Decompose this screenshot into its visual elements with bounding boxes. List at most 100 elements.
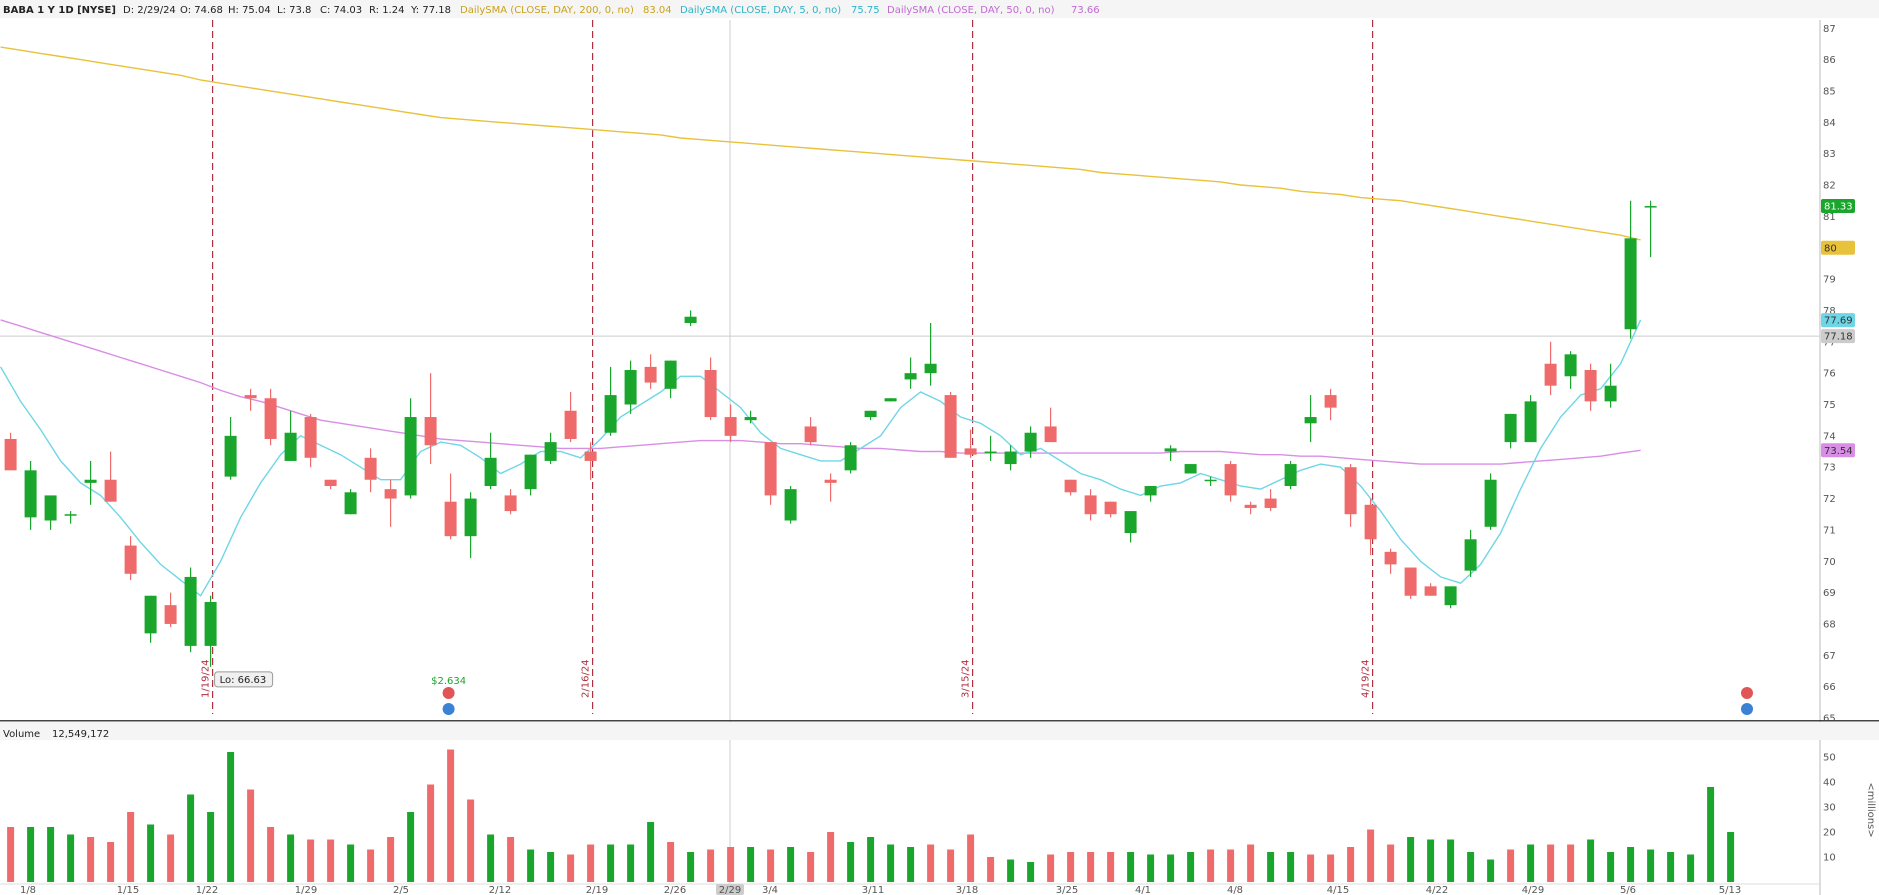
candle[interactable]	[364, 448, 377, 493]
candle[interactable]	[1344, 464, 1357, 527]
candle[interactable]	[224, 417, 237, 480]
candle[interactable]	[1044, 407, 1057, 443]
future-event-marker[interactable]	[1741, 687, 1753, 715]
candle[interactable]	[1544, 341, 1557, 396]
candles[interactable]	[4, 200, 1657, 667]
candle[interactable]	[444, 473, 457, 540]
price-tick-label: 73	[1823, 463, 1836, 474]
candle[interactable]	[104, 451, 117, 502]
candle[interactable]	[84, 460, 97, 505]
candle[interactable]	[1384, 548, 1397, 574]
candle[interactable]	[1584, 363, 1597, 411]
dividend-icon[interactable]	[442, 703, 455, 715]
candle[interactable]	[584, 442, 597, 480]
candle[interactable]	[404, 398, 417, 499]
candle[interactable]	[424, 373, 437, 465]
candle[interactable]	[764, 442, 777, 505]
candle[interactable]	[244, 388, 257, 411]
candle[interactable]	[1604, 363, 1617, 408]
candle[interactable]	[884, 398, 897, 402]
earnings-icon[interactable]	[442, 687, 455, 699]
candle[interactable]	[484, 432, 497, 490]
candle[interactable]	[1304, 395, 1317, 443]
candle[interactable]	[1484, 473, 1497, 530]
candle[interactable]	[864, 410, 877, 421]
candle[interactable]	[304, 413, 317, 468]
volume-bar	[1107, 852, 1115, 882]
candle[interactable]	[524, 454, 537, 496]
candle[interactable]	[44, 495, 57, 530]
volume-bar	[1347, 847, 1355, 882]
candle[interactable]	[684, 310, 697, 327]
candle[interactable]	[464, 492, 477, 559]
candle[interactable]	[1104, 501, 1117, 518]
candle[interactable]	[1164, 445, 1177, 461]
candle[interactable]	[924, 322, 937, 386]
candle[interactable]	[804, 417, 817, 446]
candle[interactable]	[1264, 489, 1277, 512]
candle[interactable]	[124, 536, 137, 581]
dividend-icon[interactable]	[1741, 703, 1753, 715]
candle[interactable]	[1324, 388, 1337, 421]
candle[interactable]	[1064, 479, 1077, 496]
date-tick-label: 2/12	[489, 885, 511, 895]
candle[interactable]	[904, 357, 917, 389]
candle[interactable]	[644, 354, 657, 389]
candle[interactable]	[324, 479, 337, 490]
candle[interactable]	[1204, 476, 1217, 487]
candle[interactable]	[944, 391, 957, 458]
candle[interactable]	[724, 404, 737, 443]
candle[interactable]	[1624, 200, 1637, 339]
candle[interactable]	[344, 489, 357, 515]
candle[interactable]	[1004, 445, 1017, 471]
candle[interactable]	[164, 592, 177, 628]
candle[interactable]	[1244, 501, 1257, 515]
candle[interactable]	[504, 489, 517, 515]
candle[interactable]	[1444, 586, 1457, 609]
candle[interactable]	[384, 479, 397, 527]
candle[interactable]	[4, 432, 17, 471]
candle[interactable]	[24, 460, 37, 530]
candle[interactable]	[1284, 460, 1297, 490]
candle[interactable]	[564, 391, 577, 443]
candle[interactable]	[1564, 351, 1577, 389]
sma5-legend[interactable]: DailySMA (CLOSE, DAY, 5, 0, no)	[680, 5, 841, 16]
candle[interactable]	[284, 410, 297, 461]
candle[interactable]	[604, 366, 617, 436]
candle[interactable]	[704, 357, 717, 421]
candle[interactable]	[1144, 486, 1157, 502]
dividend-marker[interactable]: $2.634	[431, 676, 466, 715]
candle[interactable]	[1504, 413, 1517, 449]
candle[interactable]	[1224, 460, 1237, 502]
candle[interactable]	[664, 360, 677, 399]
candle[interactable]	[1404, 567, 1417, 599]
volume-bar	[447, 749, 455, 882]
candle[interactable]	[744, 410, 757, 424]
candle[interactable]	[784, 486, 797, 524]
candle[interactable]	[184, 567, 197, 653]
candle[interactable]	[1124, 511, 1137, 543]
sma200-legend[interactable]: DailySMA (CLOSE, DAY, 200, 0, no)	[460, 5, 634, 16]
candle[interactable]	[624, 360, 637, 414]
candle[interactable]	[964, 429, 977, 458]
candle[interactable]	[1464, 529, 1477, 577]
candle[interactable]	[144, 595, 157, 643]
candle[interactable]	[1644, 200, 1657, 258]
price-tick-label: 71	[1823, 525, 1836, 536]
candle[interactable]	[64, 511, 77, 524]
candle[interactable]	[824, 473, 837, 502]
candle[interactable]	[1024, 426, 1037, 458]
candle[interactable]	[1424, 583, 1437, 596]
candle[interactable]	[844, 442, 857, 474]
candle[interactable]	[1524, 395, 1537, 443]
earnings-icon[interactable]	[1741, 687, 1753, 699]
candle[interactable]	[1364, 498, 1377, 555]
candle[interactable]	[204, 595, 217, 667]
candle[interactable]	[1084, 489, 1097, 521]
candle[interactable]	[1184, 464, 1197, 474]
candle[interactable]	[264, 388, 277, 446]
candle[interactable]	[544, 432, 557, 465]
sma50-legend[interactable]: DailySMA (CLOSE, DAY, 50, 0, no)	[887, 5, 1055, 16]
candle[interactable]	[984, 435, 997, 461]
